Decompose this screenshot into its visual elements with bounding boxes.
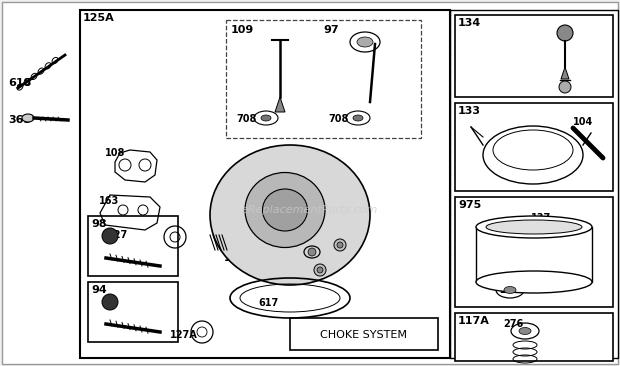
Bar bbox=[450, 10, 618, 358]
Text: 134: 134 bbox=[458, 18, 481, 28]
Circle shape bbox=[559, 81, 571, 93]
Text: 137: 137 bbox=[531, 213, 551, 223]
Circle shape bbox=[337, 242, 343, 248]
Text: 365: 365 bbox=[8, 115, 31, 125]
Text: CHOKE SYSTEM: CHOKE SYSTEM bbox=[321, 330, 407, 340]
Text: 117A: 117A bbox=[458, 316, 490, 326]
Ellipse shape bbox=[261, 115, 271, 121]
Ellipse shape bbox=[504, 287, 516, 294]
Text: 127A: 127A bbox=[170, 330, 198, 340]
Text: 708: 708 bbox=[236, 114, 257, 124]
Bar bbox=[80, 10, 450, 358]
Text: 163: 163 bbox=[99, 196, 119, 206]
Text: 127: 127 bbox=[108, 230, 128, 240]
Ellipse shape bbox=[357, 37, 373, 47]
Bar bbox=[455, 15, 613, 97]
Bar bbox=[88, 282, 178, 342]
Ellipse shape bbox=[22, 114, 34, 122]
Circle shape bbox=[317, 267, 323, 273]
Circle shape bbox=[334, 239, 346, 251]
Text: 108: 108 bbox=[105, 148, 125, 158]
Bar bbox=[290, 318, 438, 350]
Ellipse shape bbox=[245, 172, 325, 247]
Bar bbox=[228, 22, 315, 136]
Text: eReplacementParts.com: eReplacementParts.com bbox=[242, 205, 378, 215]
Text: 125A: 125A bbox=[83, 13, 115, 23]
Polygon shape bbox=[561, 67, 569, 79]
Bar bbox=[476, 227, 592, 282]
Text: 975: 975 bbox=[458, 200, 481, 210]
Text: 94: 94 bbox=[91, 285, 107, 295]
Circle shape bbox=[314, 264, 326, 276]
Ellipse shape bbox=[210, 145, 370, 285]
Polygon shape bbox=[275, 97, 285, 112]
Text: 133: 133 bbox=[458, 106, 481, 116]
Ellipse shape bbox=[486, 220, 582, 234]
Ellipse shape bbox=[262, 189, 308, 231]
Bar bbox=[455, 313, 613, 361]
Circle shape bbox=[557, 25, 573, 41]
Bar bbox=[455, 197, 613, 307]
Ellipse shape bbox=[353, 115, 363, 121]
Text: 104: 104 bbox=[573, 117, 593, 127]
Text: 708: 708 bbox=[328, 114, 348, 124]
Text: 97: 97 bbox=[323, 25, 339, 35]
Bar bbox=[88, 216, 178, 276]
Bar bbox=[320, 22, 418, 136]
Text: 95: 95 bbox=[286, 253, 299, 263]
Ellipse shape bbox=[519, 328, 531, 335]
Bar bbox=[455, 103, 613, 191]
Ellipse shape bbox=[476, 216, 592, 238]
Ellipse shape bbox=[476, 271, 592, 293]
Circle shape bbox=[308, 248, 316, 256]
Text: 98: 98 bbox=[91, 219, 107, 229]
Text: 130A: 130A bbox=[224, 253, 252, 263]
Text: 276: 276 bbox=[499, 285, 520, 295]
Text: 617: 617 bbox=[258, 298, 278, 308]
Circle shape bbox=[102, 228, 118, 244]
Circle shape bbox=[102, 294, 118, 310]
Text: 276: 276 bbox=[503, 319, 523, 329]
Text: 109: 109 bbox=[231, 25, 254, 35]
Bar bbox=[226, 20, 421, 138]
Text: 618: 618 bbox=[8, 78, 32, 88]
